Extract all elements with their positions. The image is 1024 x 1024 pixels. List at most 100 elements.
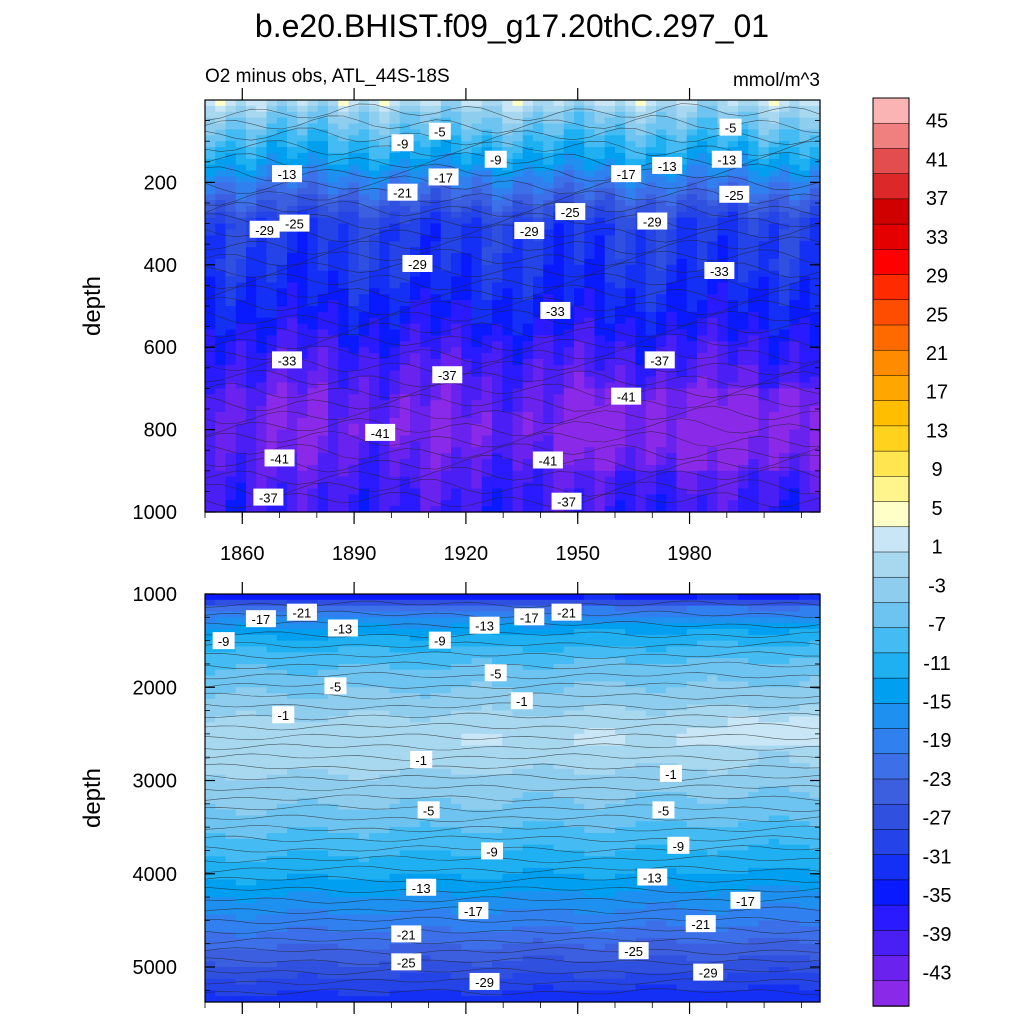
field-cell (543, 100, 555, 107)
field-cell (440, 264, 452, 272)
field-cell (738, 141, 749, 148)
field-cell (645, 123, 657, 131)
field-cell (707, 100, 719, 107)
field-cell (246, 188, 257, 195)
field-cell (379, 594, 391, 601)
field-cell (594, 123, 606, 131)
field-cell (789, 441, 801, 448)
field-cell (481, 288, 493, 295)
field-cell (379, 411, 391, 419)
field-cell (420, 188, 432, 195)
field-cell (625, 599, 637, 607)
field-cell (420, 147, 432, 154)
field-cell (451, 141, 462, 148)
field-cell (789, 141, 801, 148)
contour-line (204, 224, 821, 243)
field-cell (256, 200, 268, 207)
field-cell (235, 605, 247, 613)
field-cell (584, 646, 596, 653)
field-cell (779, 170, 790, 178)
field-cell (635, 611, 647, 618)
field-cell (522, 494, 534, 501)
field-cell (348, 217, 360, 225)
field-cell (410, 358, 421, 366)
field-cell (266, 388, 278, 395)
field-cell (502, 111, 514, 119)
field-cell (297, 276, 309, 284)
field-cell (563, 423, 575, 431)
field-cell (317, 382, 329, 389)
field-cell (399, 628, 411, 636)
field-cell (789, 640, 801, 648)
field-cell (256, 100, 268, 107)
field-cell (358, 311, 370, 319)
field-cell (471, 176, 483, 183)
field-cell (584, 417, 596, 425)
field-cell (522, 105, 534, 113)
field-cell (399, 288, 411, 295)
field-cell (789, 270, 801, 278)
field-cell (215, 323, 227, 331)
field-cell (348, 646, 360, 653)
field-cell (512, 364, 524, 372)
field-cell (225, 294, 237, 301)
field-cell (635, 506, 647, 513)
field-cell (338, 264, 350, 272)
field-cell (307, 194, 319, 201)
field-cell (676, 300, 688, 307)
field-cell (256, 640, 268, 648)
field-cell (594, 353, 606, 360)
field-cell (492, 276, 503, 284)
field-cell (738, 347, 749, 354)
field-cell (492, 258, 503, 266)
field-cell (225, 411, 237, 419)
field-cell (317, 347, 329, 354)
field-cell (461, 476, 473, 484)
field-cell (809, 605, 821, 613)
field-cell (225, 506, 237, 513)
field-cell (410, 400, 421, 407)
field-cell (410, 611, 421, 618)
field-cell (594, 182, 606, 189)
field-cell (512, 488, 524, 495)
field-cell (563, 640, 575, 648)
field-cell (379, 388, 391, 395)
field-cell (317, 258, 329, 266)
field-cell (686, 506, 698, 513)
field-cell (594, 435, 606, 442)
field-cell (389, 376, 401, 384)
field-cell (543, 506, 555, 513)
field-cell (420, 182, 432, 189)
field-cell (738, 247, 749, 254)
field-cell (666, 617, 678, 624)
field-cell (492, 300, 503, 307)
field-cell (768, 382, 780, 389)
field-cell (399, 406, 411, 413)
field-cell (358, 282, 370, 289)
field-cell (420, 470, 432, 478)
field-cell (748, 435, 760, 442)
field-cell (399, 382, 411, 389)
field-cell (235, 358, 247, 366)
field-cell (635, 617, 647, 624)
field-cell (553, 100, 565, 107)
field-cell (809, 335, 821, 342)
field-cell (768, 611, 780, 618)
contour-label: -33 (272, 351, 302, 369)
field-cell (307, 152, 319, 160)
field-cell (768, 594, 780, 601)
field-cell (379, 200, 391, 207)
field-cell (738, 264, 749, 272)
field-cell (420, 282, 432, 289)
field-cell (348, 447, 360, 454)
field-cell (348, 176, 360, 183)
field-cell (307, 506, 319, 513)
field-cell (481, 188, 493, 195)
field-cell (604, 211, 616, 219)
field-cell (533, 335, 544, 342)
field-cell (543, 141, 555, 148)
field-cell (451, 634, 462, 642)
field-cell (686, 459, 698, 466)
field-cell (717, 205, 729, 213)
field-cell (266, 370, 278, 378)
